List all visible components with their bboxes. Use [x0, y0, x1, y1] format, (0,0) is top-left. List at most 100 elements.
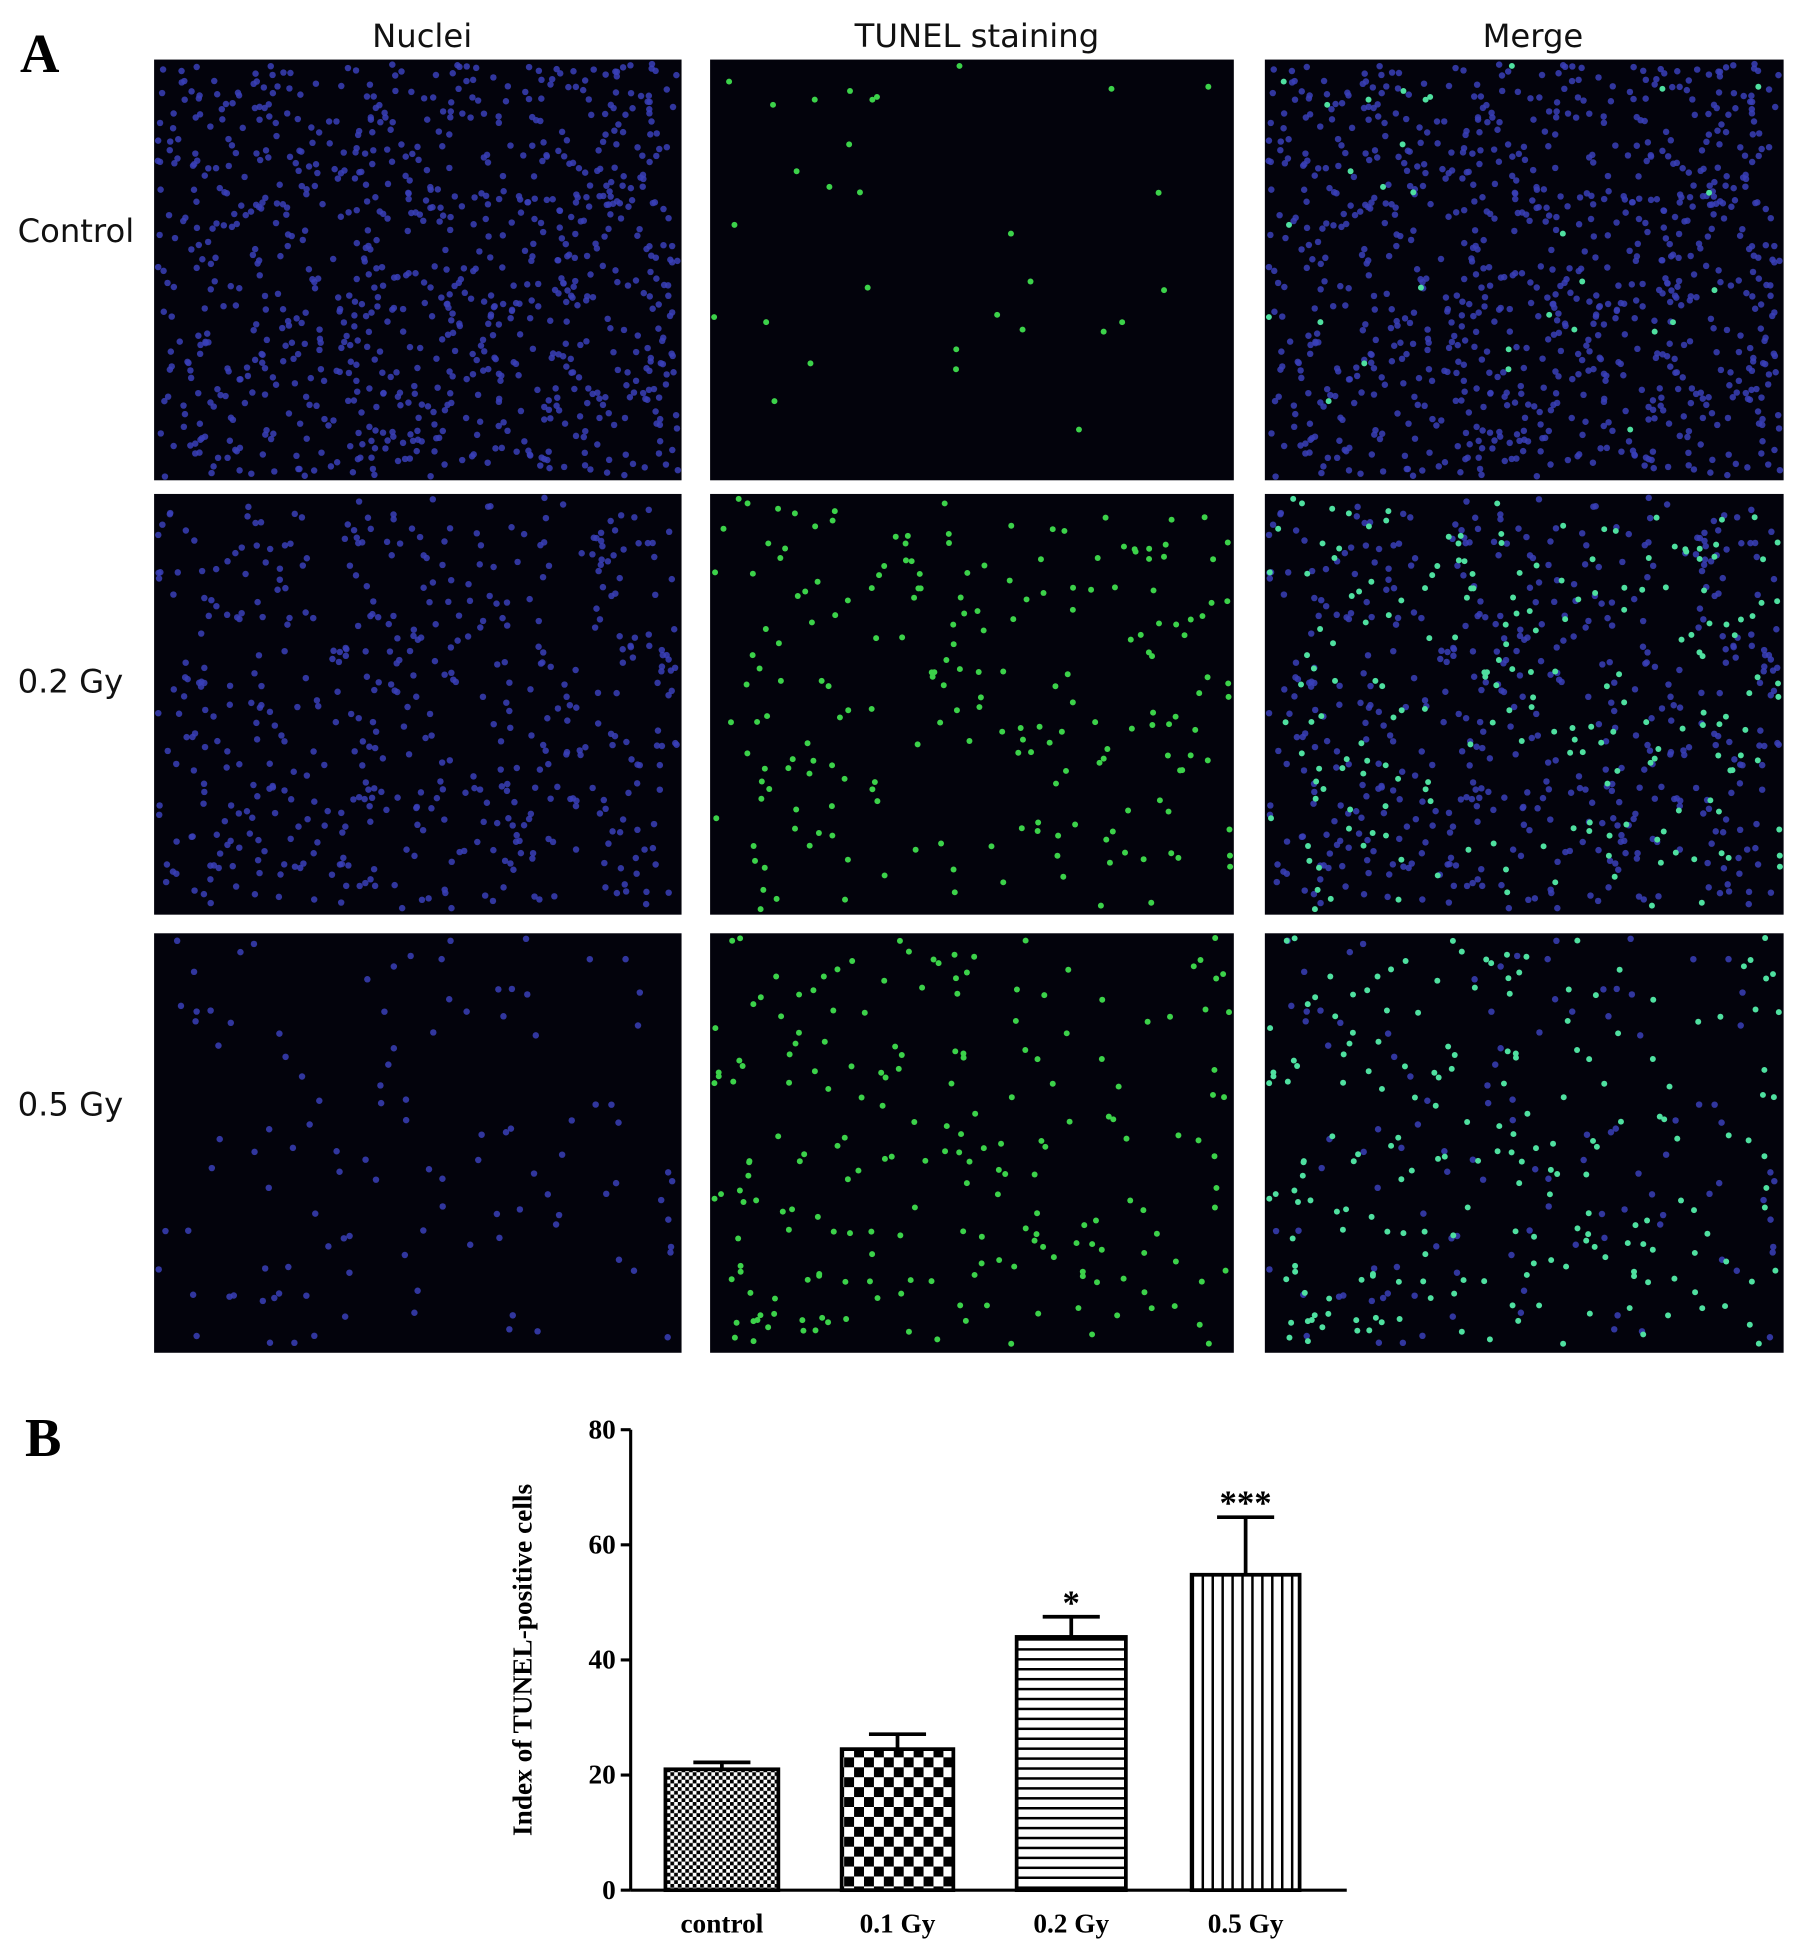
nucleus-dot: [1312, 339, 1319, 347]
tunel-dot: [1626, 1305, 1633, 1312]
nucleus-dot: [1341, 549, 1349, 557]
nucleus-dot: [316, 1097, 323, 1104]
nucleus-dot: [276, 181, 283, 188]
tunel-dot: [1500, 1080, 1507, 1087]
nucleus-dot: [401, 1251, 409, 1259]
nucleus-dot: [1474, 612, 1481, 620]
nucleus-dot: [548, 354, 555, 362]
nucleus-dot: [1700, 810, 1707, 817]
nucleus-dot: [543, 196, 551, 204]
tunel-dot: [1150, 587, 1157, 594]
tunel-dot: [1364, 757, 1371, 764]
tunel-dot: [1583, 1237, 1590, 1244]
nucleus-dot: [655, 394, 663, 401]
nucleus-dot: [655, 325, 662, 332]
nucleus-dot: [1441, 459, 1449, 466]
nucleus-dot: [193, 1008, 200, 1015]
nucleus-dot: [1737, 332, 1744, 339]
nucleus-dot: [1509, 272, 1516, 279]
tunel-dot: [799, 1317, 806, 1324]
nucleus-dot: [529, 345, 537, 353]
nucleus-dot: [342, 882, 350, 890]
tunel-dot: [1395, 775, 1402, 782]
nucleus-dot: [1722, 128, 1730, 136]
nucleus-dot: [1424, 346, 1431, 354]
nucleus-dot: [156, 158, 164, 166]
nucleus-dot: [1471, 514, 1479, 521]
nucleus-dot: [355, 429, 362, 437]
nucleus-dot: [1612, 314, 1619, 322]
nucleus-dot: [244, 372, 252, 380]
nucleus-dot: [408, 88, 415, 96]
nucleus-dot: [1306, 420, 1314, 428]
nucleus-dot: [189, 733, 196, 741]
tunel-dot: [1571, 326, 1578, 333]
nucleus-dot: [556, 224, 563, 231]
nucleus-dot: [353, 275, 360, 283]
nucleus-dot: [352, 67, 360, 74]
nucleus-dot: [311, 182, 319, 190]
tunel-dot: [1320, 786, 1327, 792]
nucleus-dot: [1553, 317, 1561, 324]
nucleus-dot: [669, 103, 677, 111]
nucleus-dot: [516, 331, 524, 338]
tunel-dot: [1706, 620, 1713, 627]
nucleus-dot: [1475, 437, 1482, 445]
tunel-dot: [848, 1063, 855, 1070]
nucleus-dot: [1708, 840, 1715, 847]
nucleus-dot: [332, 718, 340, 726]
tunel-dot: [1265, 314, 1272, 321]
nucleus-dot: [585, 203, 593, 210]
nucleus-dot: [525, 95, 533, 103]
nucleus-dot: [1283, 760, 1290, 768]
tunel-dot: [1775, 680, 1782, 687]
nucleus-dot: [1609, 780, 1616, 788]
nucleus-dot: [1680, 341, 1688, 349]
nucleus-dot: [1761, 360, 1769, 368]
nucleus-dot: [312, 80, 320, 87]
nucleus-dot: [1626, 247, 1633, 255]
nucleus-dot: [249, 814, 256, 821]
tunel-dot: [1496, 1123, 1503, 1130]
nucleus-dot: [1381, 119, 1388, 127]
nucleus-dot: [1295, 359, 1302, 367]
nucleus-dot: [1679, 164, 1686, 172]
tunel-dot: [757, 906, 764, 913]
tunel-dot: [804, 1276, 811, 1283]
nucleus-dot: [1491, 318, 1498, 325]
nucleus-dot: [1570, 580, 1578, 588]
nucleus-dot: [1418, 748, 1425, 755]
nucleus-dot: [1744, 464, 1751, 471]
nucleus-dot: [1427, 200, 1434, 208]
nucleus-dot: [156, 802, 163, 809]
tunel-dot: [1422, 786, 1429, 793]
nucleus-dot: [1735, 377, 1743, 385]
nucleus-dot: [520, 152, 527, 159]
nucleus-dot: [379, 282, 387, 289]
nucleus-dot: [1760, 646, 1768, 654]
nucleus-dot: [1292, 659, 1300, 666]
tunel-dot: [800, 1327, 807, 1334]
tunel-dot: [834, 966, 841, 973]
tunel-dot: [1518, 1158, 1525, 1165]
tunel-dot: [1205, 83, 1212, 90]
nucleus-dot: [603, 469, 611, 476]
tunel-dot: [1195, 1137, 1202, 1144]
nucleus-dot: [207, 399, 214, 406]
tunel-dot: [1508, 1149, 1515, 1156]
nucleus-dot: [1676, 199, 1683, 206]
nucleus-dot: [303, 435, 310, 442]
nucleus-dot: [1267, 802, 1274, 809]
nucleus-dot: [1643, 157, 1650, 165]
nucleus-dot: [1719, 829, 1727, 836]
nucleus-dot: [1358, 251, 1366, 259]
nucleus-dot: [398, 68, 405, 75]
nucleus-dot: [1410, 674, 1418, 682]
nucleus-dot: [377, 1082, 384, 1089]
nucleus-dot: [1299, 733, 1306, 741]
nucleus-dot: [433, 794, 441, 802]
tunel-dot: [1558, 577, 1565, 584]
nucleus-dot: [396, 656, 403, 664]
nucleus-dot: [540, 139, 547, 146]
nucleus-dot: [1773, 626, 1780, 633]
